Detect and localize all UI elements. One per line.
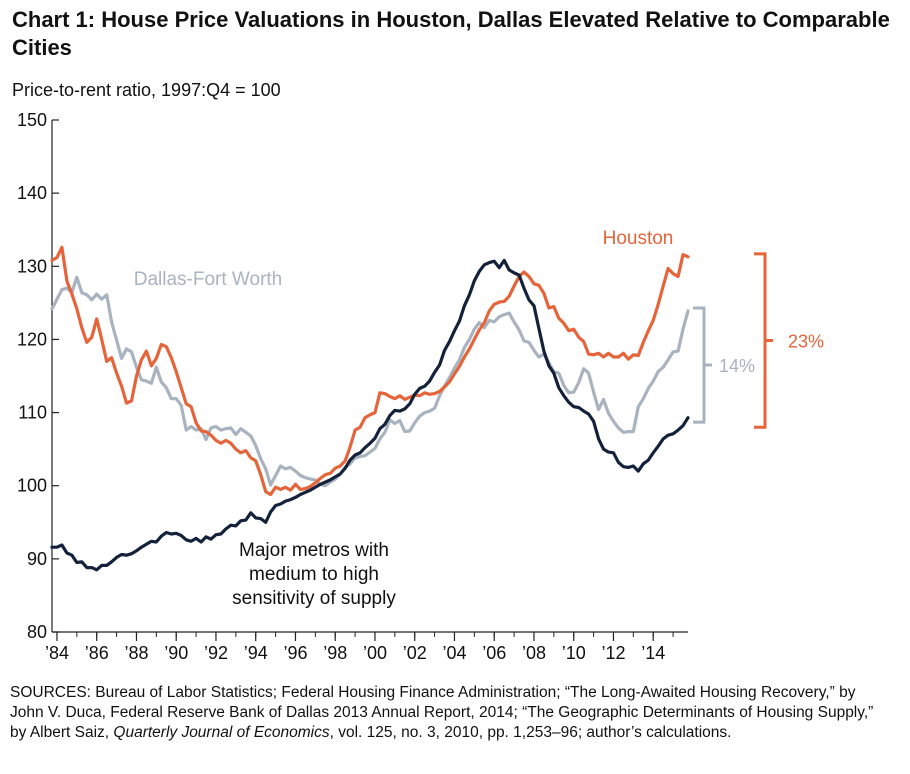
- y-tick-label: 80: [27, 622, 47, 642]
- series-line-houston: [50, 245, 690, 497]
- series-line-major: [50, 258, 690, 572]
- series-line-dallas: [50, 275, 690, 488]
- chart-title: Chart 1: House Price Valuations in Houst…: [12, 7, 890, 60]
- bracket-houston: [754, 252, 767, 429]
- x-tick-label: ’98: [323, 643, 347, 663]
- bracket-dallas: [693, 306, 706, 424]
- y-tick-label: 110: [18, 403, 47, 423]
- y-tick-label: 90: [27, 549, 47, 569]
- x-tick-label: ’06: [482, 643, 506, 663]
- sources-journal: Quarterly Journal of Economics: [113, 724, 330, 741]
- series-label-major: Major metros with: [239, 540, 389, 561]
- series-label-major: sensitivity of supply: [232, 588, 396, 609]
- x-tick-label: ’12: [601, 643, 625, 663]
- x-tick-label: ’94: [244, 643, 268, 663]
- x-tick-label: ’02: [403, 643, 427, 663]
- x-tick-label: ’92: [204, 643, 228, 663]
- sources-text: SOURCES: Bureau of Labor Statistics; Fed…: [10, 684, 874, 741]
- x-tick-label: ’04: [442, 643, 466, 663]
- bracket-label-dallas: 14%: [719, 356, 755, 376]
- x-tick-label: ’86: [85, 643, 109, 663]
- x-tick-label: ’84: [45, 643, 69, 663]
- series-label-dallas: Dallas-Fort Worth: [134, 269, 283, 290]
- x-tick-label: ’14: [641, 643, 665, 663]
- x-tick-label: ’96: [283, 643, 307, 663]
- sources-note: SOURCES: Bureau of Labor Statistics; Fed…: [10, 683, 890, 743]
- bracket-label-houston: 23%: [788, 332, 824, 352]
- y-tick-label: 140: [17, 183, 47, 203]
- x-tick-label: ’10: [562, 643, 586, 663]
- line-chart: 80 90 100 110 120 130 140 150 ’84 ’86 ’88 ’90 ’92 ’94…: [17, 110, 824, 663]
- series-layer: [50, 245, 690, 572]
- sources-text-end: , vol. 125, no. 3, 2010, pp. 1,253–96; a…: [329, 724, 732, 741]
- y-tick-label: 130: [17, 256, 47, 276]
- x-tick-label: ’00: [363, 643, 387, 663]
- y-tick-label: 120: [17, 329, 47, 349]
- axes: 80 90 100 110 120 130 140 150 ’84 ’86 ’88 ’90 ’92 ’94…: [17, 110, 688, 663]
- x-tick-label: ’08: [522, 643, 546, 663]
- y-tick-label: 150: [17, 110, 47, 130]
- brackets-layer: 14% 23%: [693, 252, 824, 429]
- y-tick-label: 100: [17, 476, 47, 496]
- x-tick-label: ’88: [124, 643, 148, 663]
- series-label-houston: Houston: [603, 228, 674, 249]
- series-label-major: medium to high: [249, 564, 379, 585]
- labels-layer: Houston Dallas-Fort Worth Major metros wit…: [134, 228, 674, 609]
- x-tick-label: ’90: [164, 643, 188, 663]
- y-axis-label: Price-to-rent ratio, 1997:Q4 = 100: [12, 80, 281, 100]
